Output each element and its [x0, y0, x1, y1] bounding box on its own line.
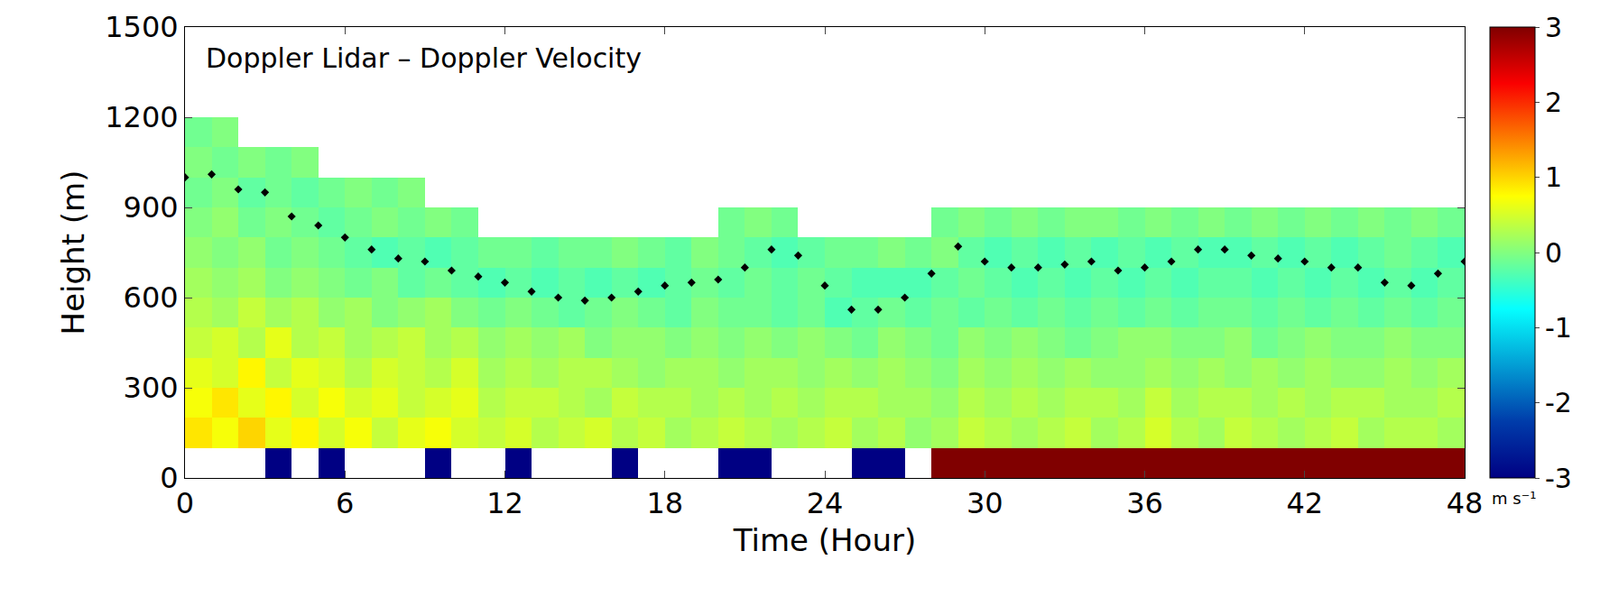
- svg-text:1: 1: [1544, 161, 1563, 194]
- svg-text:42: 42: [1285, 486, 1323, 521]
- svg-text:6: 6: [335, 486, 354, 521]
- svg-text:-3: -3: [1544, 462, 1573, 495]
- svg-text:-1: -1: [1544, 312, 1573, 344]
- svg-text:0: 0: [1544, 237, 1563, 269]
- svg-text:Doppler Lidar – Doppler Veloci: Doppler Lidar – Doppler Velocity: [205, 42, 642, 74]
- svg-text:0: 0: [175, 486, 195, 521]
- svg-text:-2: -2: [1544, 387, 1573, 419]
- svg-text:30: 30: [966, 486, 1004, 521]
- svg-text:Time (Hour): Time (Hour): [732, 522, 916, 559]
- svg-text:36: 36: [1126, 486, 1164, 521]
- svg-text:300: 300: [123, 370, 179, 406]
- svg-text:2: 2: [1544, 86, 1563, 119]
- svg-text:24: 24: [806, 486, 844, 521]
- svg-text:900: 900: [123, 190, 179, 225]
- svg-text:12: 12: [486, 486, 524, 521]
- svg-text:Height (m): Height (m): [55, 170, 92, 336]
- svg-text:1200: 1200: [104, 100, 178, 135]
- svg-text:48: 48: [1446, 486, 1484, 521]
- svg-text:600: 600: [123, 280, 179, 315]
- svg-text:1500: 1500: [104, 9, 178, 45]
- svg-text:m s⁻¹: m s⁻¹: [1491, 489, 1536, 509]
- svg-text:0: 0: [159, 461, 178, 496]
- svg-text:18: 18: [646, 486, 684, 521]
- svg-text:3: 3: [1544, 11, 1563, 44]
